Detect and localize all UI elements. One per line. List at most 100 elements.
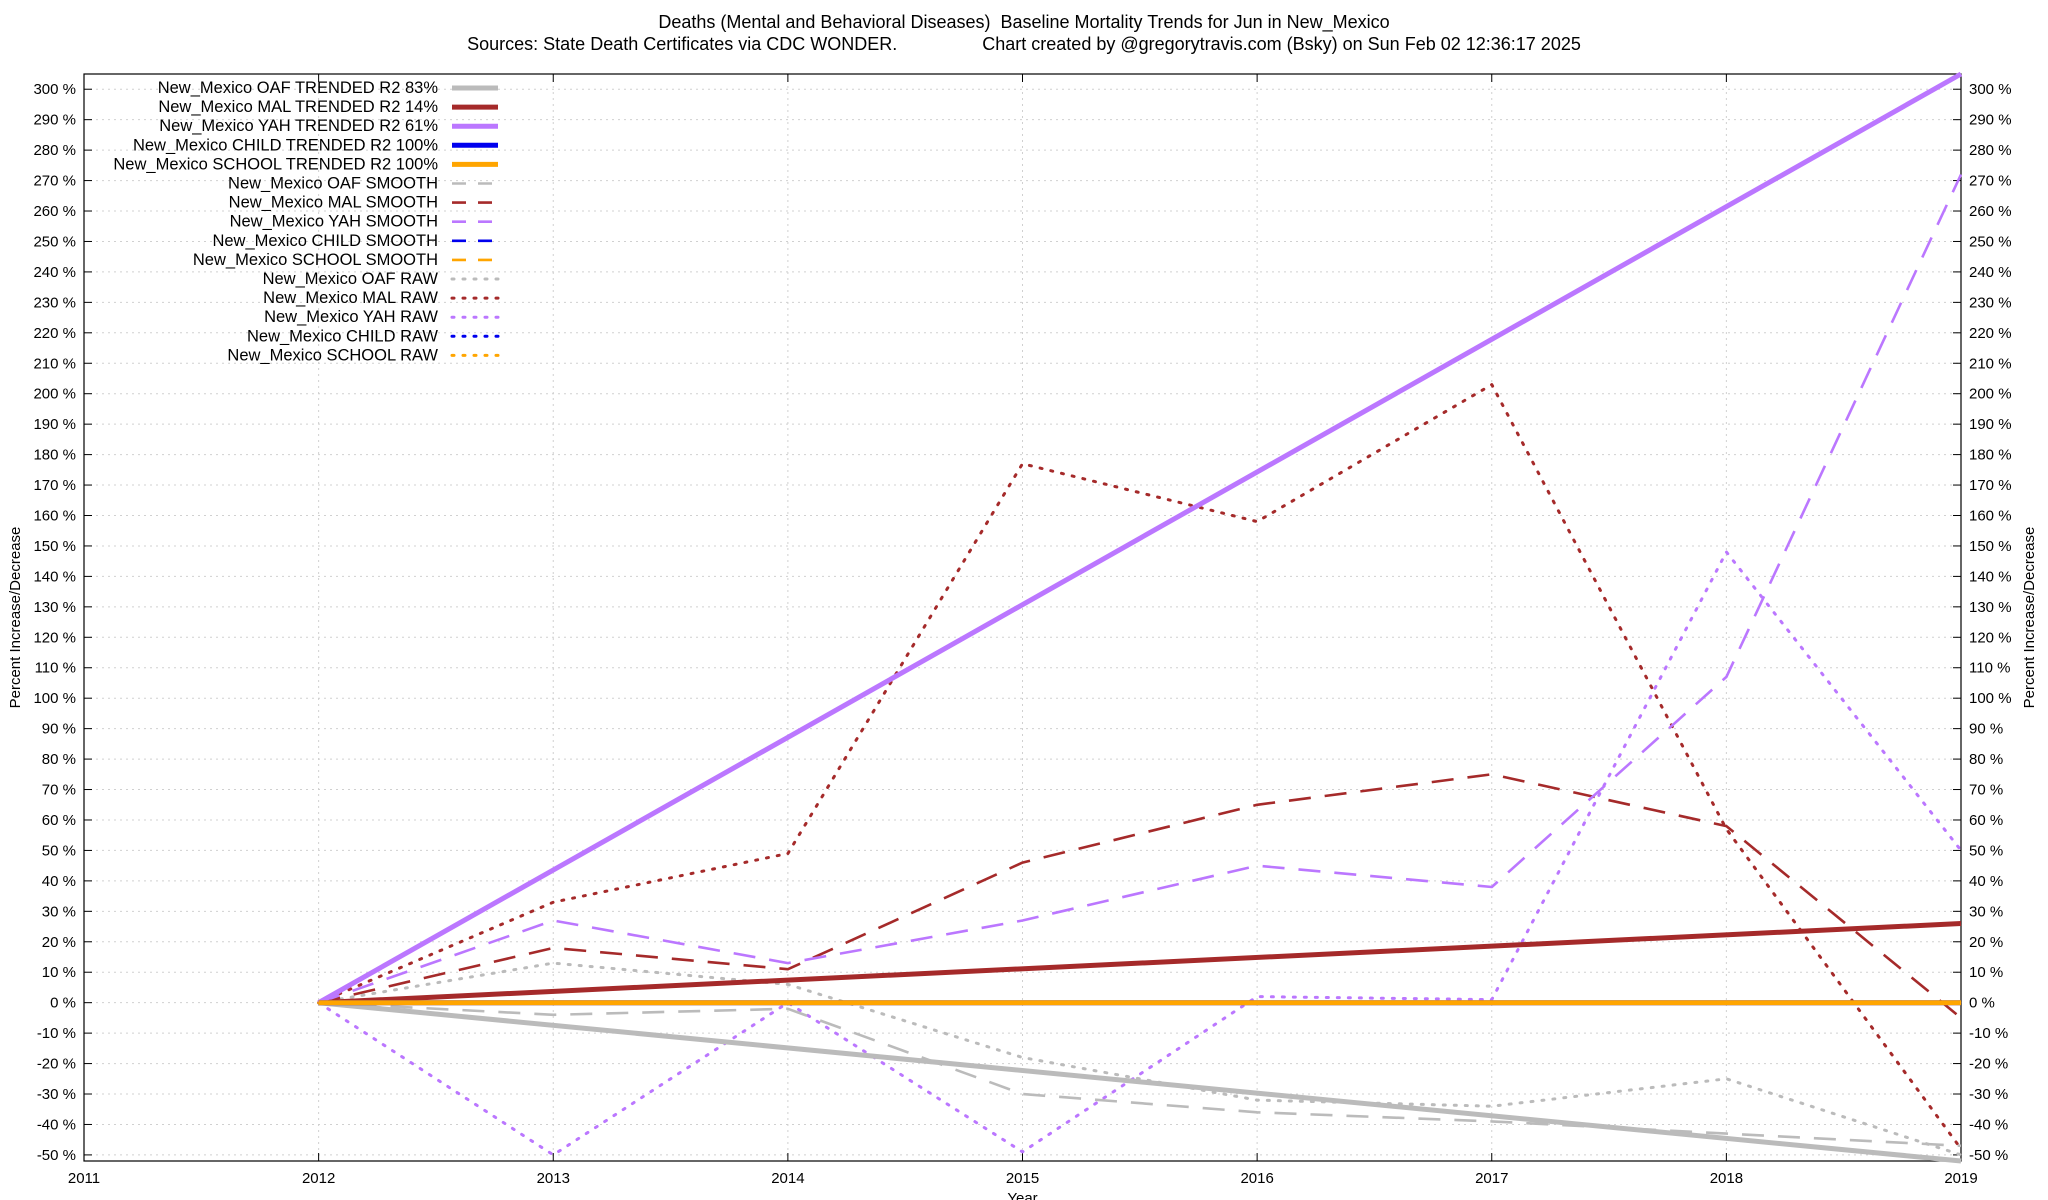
y-axis-label: Percent Increase/Decrease	[7, 527, 24, 709]
y-tick-label-left: 300 %	[33, 81, 76, 98]
y-tick-label-right: 0 %	[1969, 995, 1995, 1012]
y-tick-label-right: 270 %	[1969, 173, 2012, 190]
y-tick-label-right: 240 %	[1969, 264, 2012, 281]
y-tick-label-left: 60 %	[42, 812, 76, 829]
y-tick-label-left: 170 %	[33, 477, 76, 494]
series-line-1	[318, 921, 1962, 1006]
y-tick-label-left: 160 %	[33, 507, 76, 524]
x-tick-label: 2013	[537, 1170, 570, 1187]
y-tick-label-right: 80 %	[1969, 751, 2003, 768]
y-tick-label-left: 40 %	[42, 873, 76, 890]
y-tick-label-right: 40 %	[1969, 873, 2003, 890]
y-tick-label-right: -20 %	[1969, 1056, 2008, 1073]
legend-label-8: New_Mexico CHILD SMOOTH	[212, 232, 438, 250]
y-tick-label-left: 30 %	[42, 903, 76, 920]
y-tick-label-left: -20 %	[37, 1056, 76, 1073]
y-tick-label-right: 250 %	[1969, 233, 2012, 250]
y-tick-label-left: -30 %	[37, 1086, 76, 1103]
series-line-10	[317, 961, 1963, 1157]
y-tick-label-left: 290 %	[33, 112, 76, 129]
y-tick-label-left: 90 %	[42, 721, 76, 738]
series-line-2	[317, 71, 1963, 1005]
y-tick-label-right: 170 %	[1969, 477, 2012, 494]
x-tick-label: 2018	[1710, 1170, 1743, 1187]
y-tick-label-left: -40 %	[37, 1116, 76, 1133]
y-tick-label-left: 240 %	[33, 264, 76, 281]
y-tick-label-left: 210 %	[33, 355, 76, 372]
y-tick-label-right: 180 %	[1969, 447, 2012, 464]
series-line-5	[318, 1001, 1962, 1148]
y-tick-label-left: 200 %	[33, 386, 76, 403]
y-tick-label-left: 20 %	[42, 934, 76, 951]
y-tick-label-right: 160 %	[1969, 507, 2012, 524]
legend-label-14: New_Mexico SCHOOL RAW	[227, 346, 438, 364]
y-tick-label-left: 0 %	[50, 995, 76, 1012]
legend-label-3: New_Mexico CHILD TRENDED R2 100%	[133, 136, 438, 154]
y2-axis-label: Percent Increase/Decrease	[2021, 527, 2038, 709]
y-tick-label-right: 220 %	[1969, 325, 2012, 342]
legend-label-6: New_Mexico MAL SMOOTH	[229, 194, 438, 212]
y-tick-label-left: -10 %	[37, 1025, 76, 1042]
legend-label-12: New_Mexico YAH RAW	[264, 308, 438, 326]
y-tick-label-left: 150 %	[33, 538, 76, 555]
y-tick-label-right: 110 %	[1969, 660, 2010, 677]
y-tick-label-left: 50 %	[42, 842, 76, 859]
y-tick-label-left: 270 %	[33, 173, 76, 190]
chart-subtitle: Sources: State Death Certificates via CD…	[467, 34, 1581, 54]
series-line-6	[318, 772, 1962, 1019]
y-tick-label-left: 100 %	[33, 690, 76, 707]
y-tick-label-left: 230 %	[33, 294, 76, 311]
series-line-12	[317, 550, 1963, 1157]
legend-label-2: New_Mexico YAH TRENDED R2 61%	[159, 117, 438, 135]
y-tick-label-left: 120 %	[33, 629, 76, 646]
legend-label-5: New_Mexico OAF SMOOTH	[228, 175, 438, 193]
y-tick-label-right: 150 %	[1969, 538, 2012, 555]
y-tick-label-right: 200 %	[1969, 386, 2012, 403]
y-tick-label-right: -40 %	[1969, 1116, 2008, 1133]
y-tick-label-left: 190 %	[33, 416, 76, 433]
legend-label-9: New_Mexico SCHOOL SMOOTH	[193, 251, 438, 269]
x-tick-label: 2011	[68, 1170, 100, 1187]
y-tick-label-right: 120 %	[1969, 629, 2012, 646]
x-axis-label: Year	[1007, 1190, 1037, 1200]
y-tick-label-right: 210 %	[1969, 355, 2012, 372]
y-tick-label-left: 10 %	[42, 964, 76, 981]
y-tick-label-right: 70 %	[1969, 782, 2003, 799]
y-tick-label-left: 260 %	[33, 203, 76, 220]
legend-label-10: New_Mexico OAF RAW	[263, 270, 439, 288]
y-tick-label-right: 20 %	[1969, 934, 2003, 951]
x-tick-label: 2014	[771, 1170, 804, 1187]
y-tick-label-right: -30 %	[1969, 1086, 2008, 1103]
y-tick-label-left: 280 %	[33, 142, 76, 159]
y-tick-label-right: 190 %	[1969, 416, 2012, 433]
y-tick-label-left: 140 %	[33, 568, 76, 585]
series-line-0	[318, 1000, 1962, 1164]
y-tick-label-left: 70 %	[42, 782, 76, 799]
y-tick-label-left: 220 %	[33, 325, 76, 342]
y-tick-label-right: 130 %	[1969, 599, 2012, 616]
series-line-7	[318, 173, 1963, 1004]
legend-label-0: New_Mexico OAF TRENDED R2 83%	[158, 79, 439, 97]
chart-title: Deaths (Mental and Behavioral Diseases) …	[658, 12, 1390, 32]
y-tick-label-right: 50 %	[1969, 842, 2003, 859]
y-tick-label-left: 180 %	[33, 447, 76, 464]
y-tick-label-right: 60 %	[1969, 812, 2003, 829]
y-tick-label-right: 30 %	[1969, 903, 2003, 920]
y-tick-label-right: 300 %	[1969, 81, 2012, 98]
legend-label-7: New_Mexico YAH SMOOTH	[230, 213, 438, 231]
y-tick-label-left: 130 %	[33, 599, 76, 616]
legend-label-13: New_Mexico CHILD RAW	[247, 327, 438, 345]
y-tick-label-left: 80 %	[42, 751, 76, 768]
y-tick-label-right: 10 %	[1969, 964, 2003, 981]
y-tick-label-right: 280 %	[1969, 142, 2012, 159]
y-tick-label-right: 260 %	[1969, 203, 2012, 220]
x-tick-label: 2012	[302, 1170, 335, 1187]
y-tick-label-right: 290 %	[1969, 112, 2012, 129]
y-tick-label-right: -50 %	[1969, 1147, 2008, 1164]
y-tick-label-left: 250 %	[33, 233, 76, 250]
y-tick-label-left: 110 %	[35, 660, 76, 677]
x-tick-label: 2015	[1006, 1170, 1039, 1187]
y-tick-label-right: 230 %	[1969, 294, 2012, 311]
